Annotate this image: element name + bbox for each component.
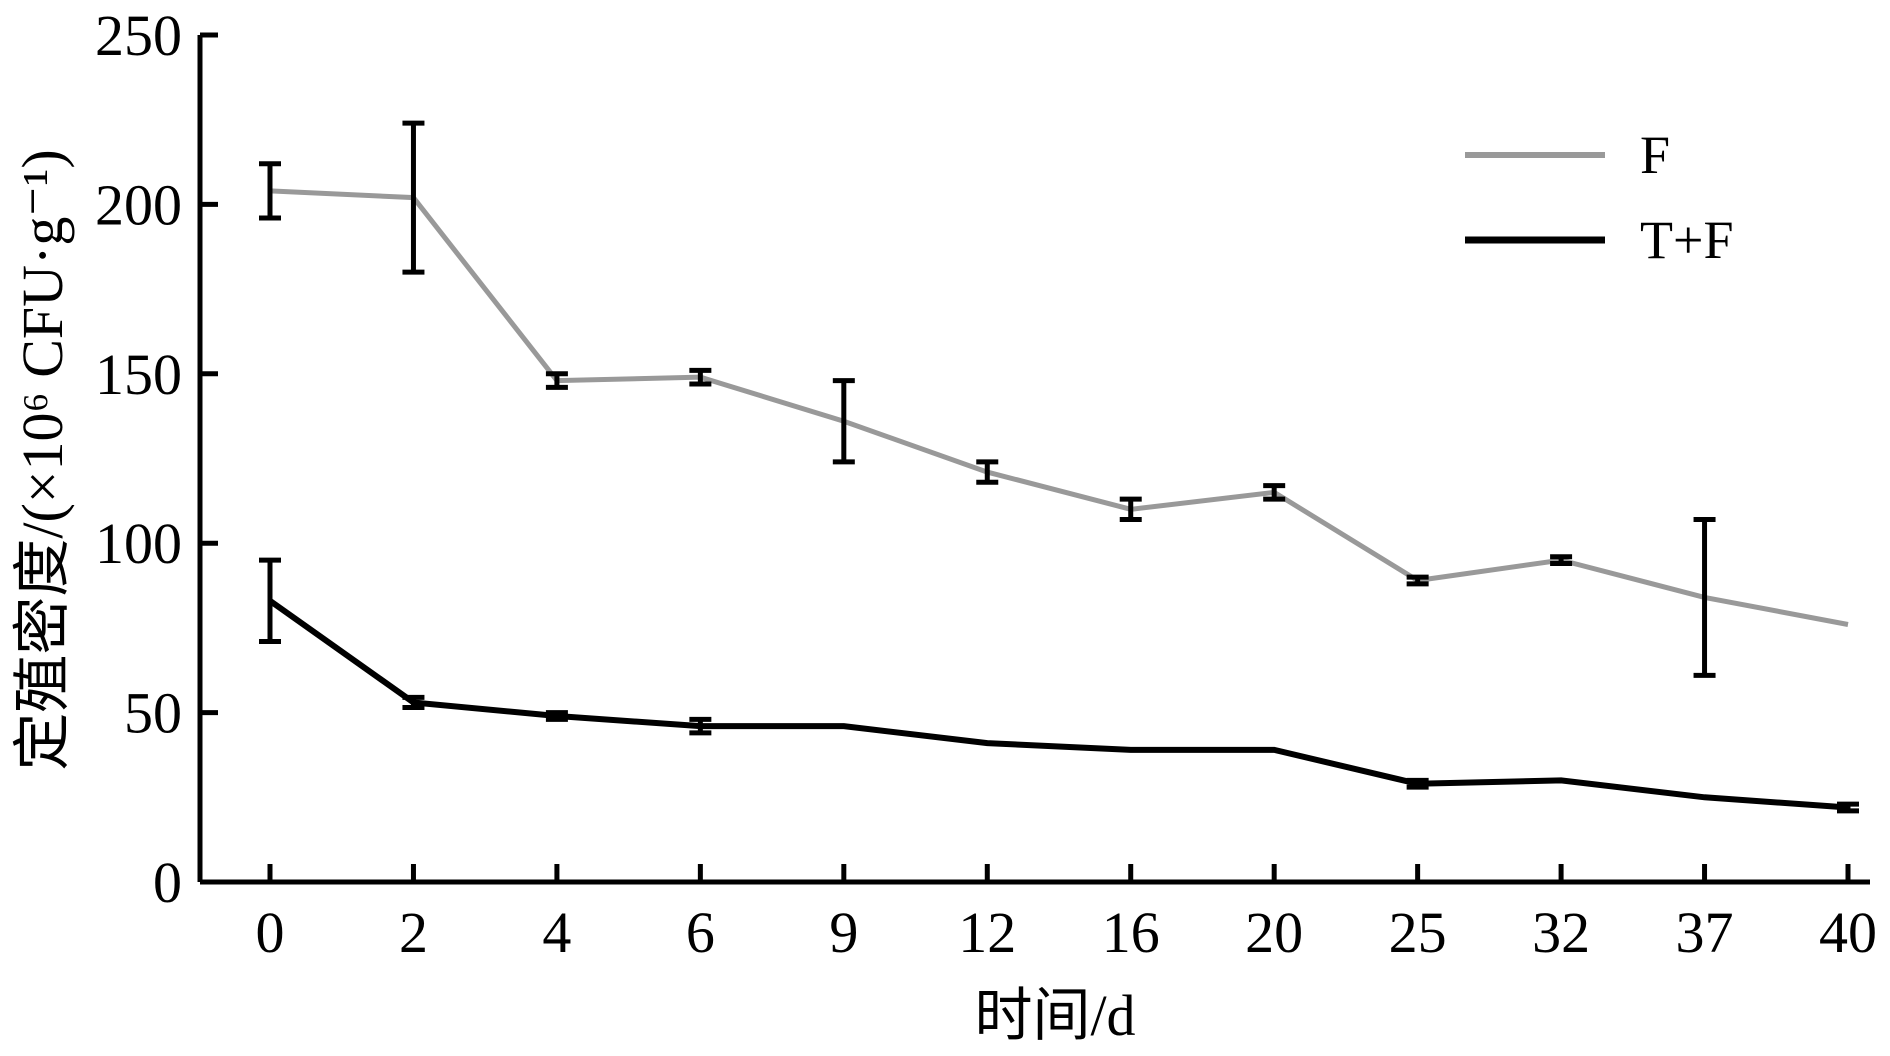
- y-tick-label: 150: [95, 342, 182, 407]
- y-tick-label: 200: [95, 172, 182, 237]
- series-F: [259, 120, 1849, 678]
- x-tick-label: 20: [1245, 900, 1303, 965]
- x-tick-label: 9: [829, 900, 858, 965]
- error-bar: [1119, 496, 1142, 522]
- x-tick-label: 2: [399, 900, 428, 965]
- x-tick-label: 16: [1102, 900, 1160, 965]
- error-bar: [689, 367, 712, 387]
- y-tick-label: 0: [153, 850, 182, 915]
- x-axis-title: 时间/d: [974, 983, 1135, 1048]
- error-bar: [1406, 574, 1429, 587]
- x-tick-label: 12: [958, 900, 1016, 965]
- error-bar: [1406, 777, 1429, 790]
- series-line: [268, 598, 1849, 811]
- x-tick-label: 37: [1676, 900, 1734, 965]
- error-bar: [402, 694, 425, 711]
- error-bar: [1263, 483, 1286, 502]
- error-bar: [545, 710, 568, 722]
- error-bar: [545, 371, 568, 390]
- error-bar: [689, 716, 712, 736]
- error-bar: [402, 120, 425, 275]
- error-bar: [1550, 554, 1573, 567]
- x-tick-label: 0: [256, 900, 285, 965]
- x-tick-label: 40: [1819, 900, 1877, 965]
- legend-label-T+F: T+F: [1640, 210, 1733, 270]
- error-bar: [832, 378, 855, 465]
- series-line: [269, 188, 1849, 627]
- series-layer: [259, 120, 1859, 814]
- y-axis-title: 定殖密度/(×10⁶ CFU·g⁻¹): [10, 149, 75, 770]
- x-tick-label: 25: [1389, 900, 1447, 965]
- error-bar: [259, 161, 281, 221]
- error-bar: [1693, 516, 1716, 678]
- x-tick-label: 4: [542, 900, 571, 965]
- axes: 0 50 100 150 200 250 0 2 4 6 9 12 16 20 25 32 37 40: [95, 3, 1877, 965]
- legend: F T+F: [1465, 125, 1733, 270]
- y-tick-label: 100: [95, 511, 182, 576]
- y-tick-label: 50: [124, 681, 182, 746]
- series-T+F: [259, 557, 1859, 814]
- error-bar: [1837, 801, 1859, 814]
- legend-label-F: F: [1640, 125, 1670, 185]
- y-tick-label: 250: [95, 3, 182, 68]
- x-tick-label: 6: [686, 900, 715, 965]
- x-tick-label: 32: [1532, 900, 1590, 965]
- error-bar: [976, 459, 999, 485]
- error-bar: [259, 557, 281, 644]
